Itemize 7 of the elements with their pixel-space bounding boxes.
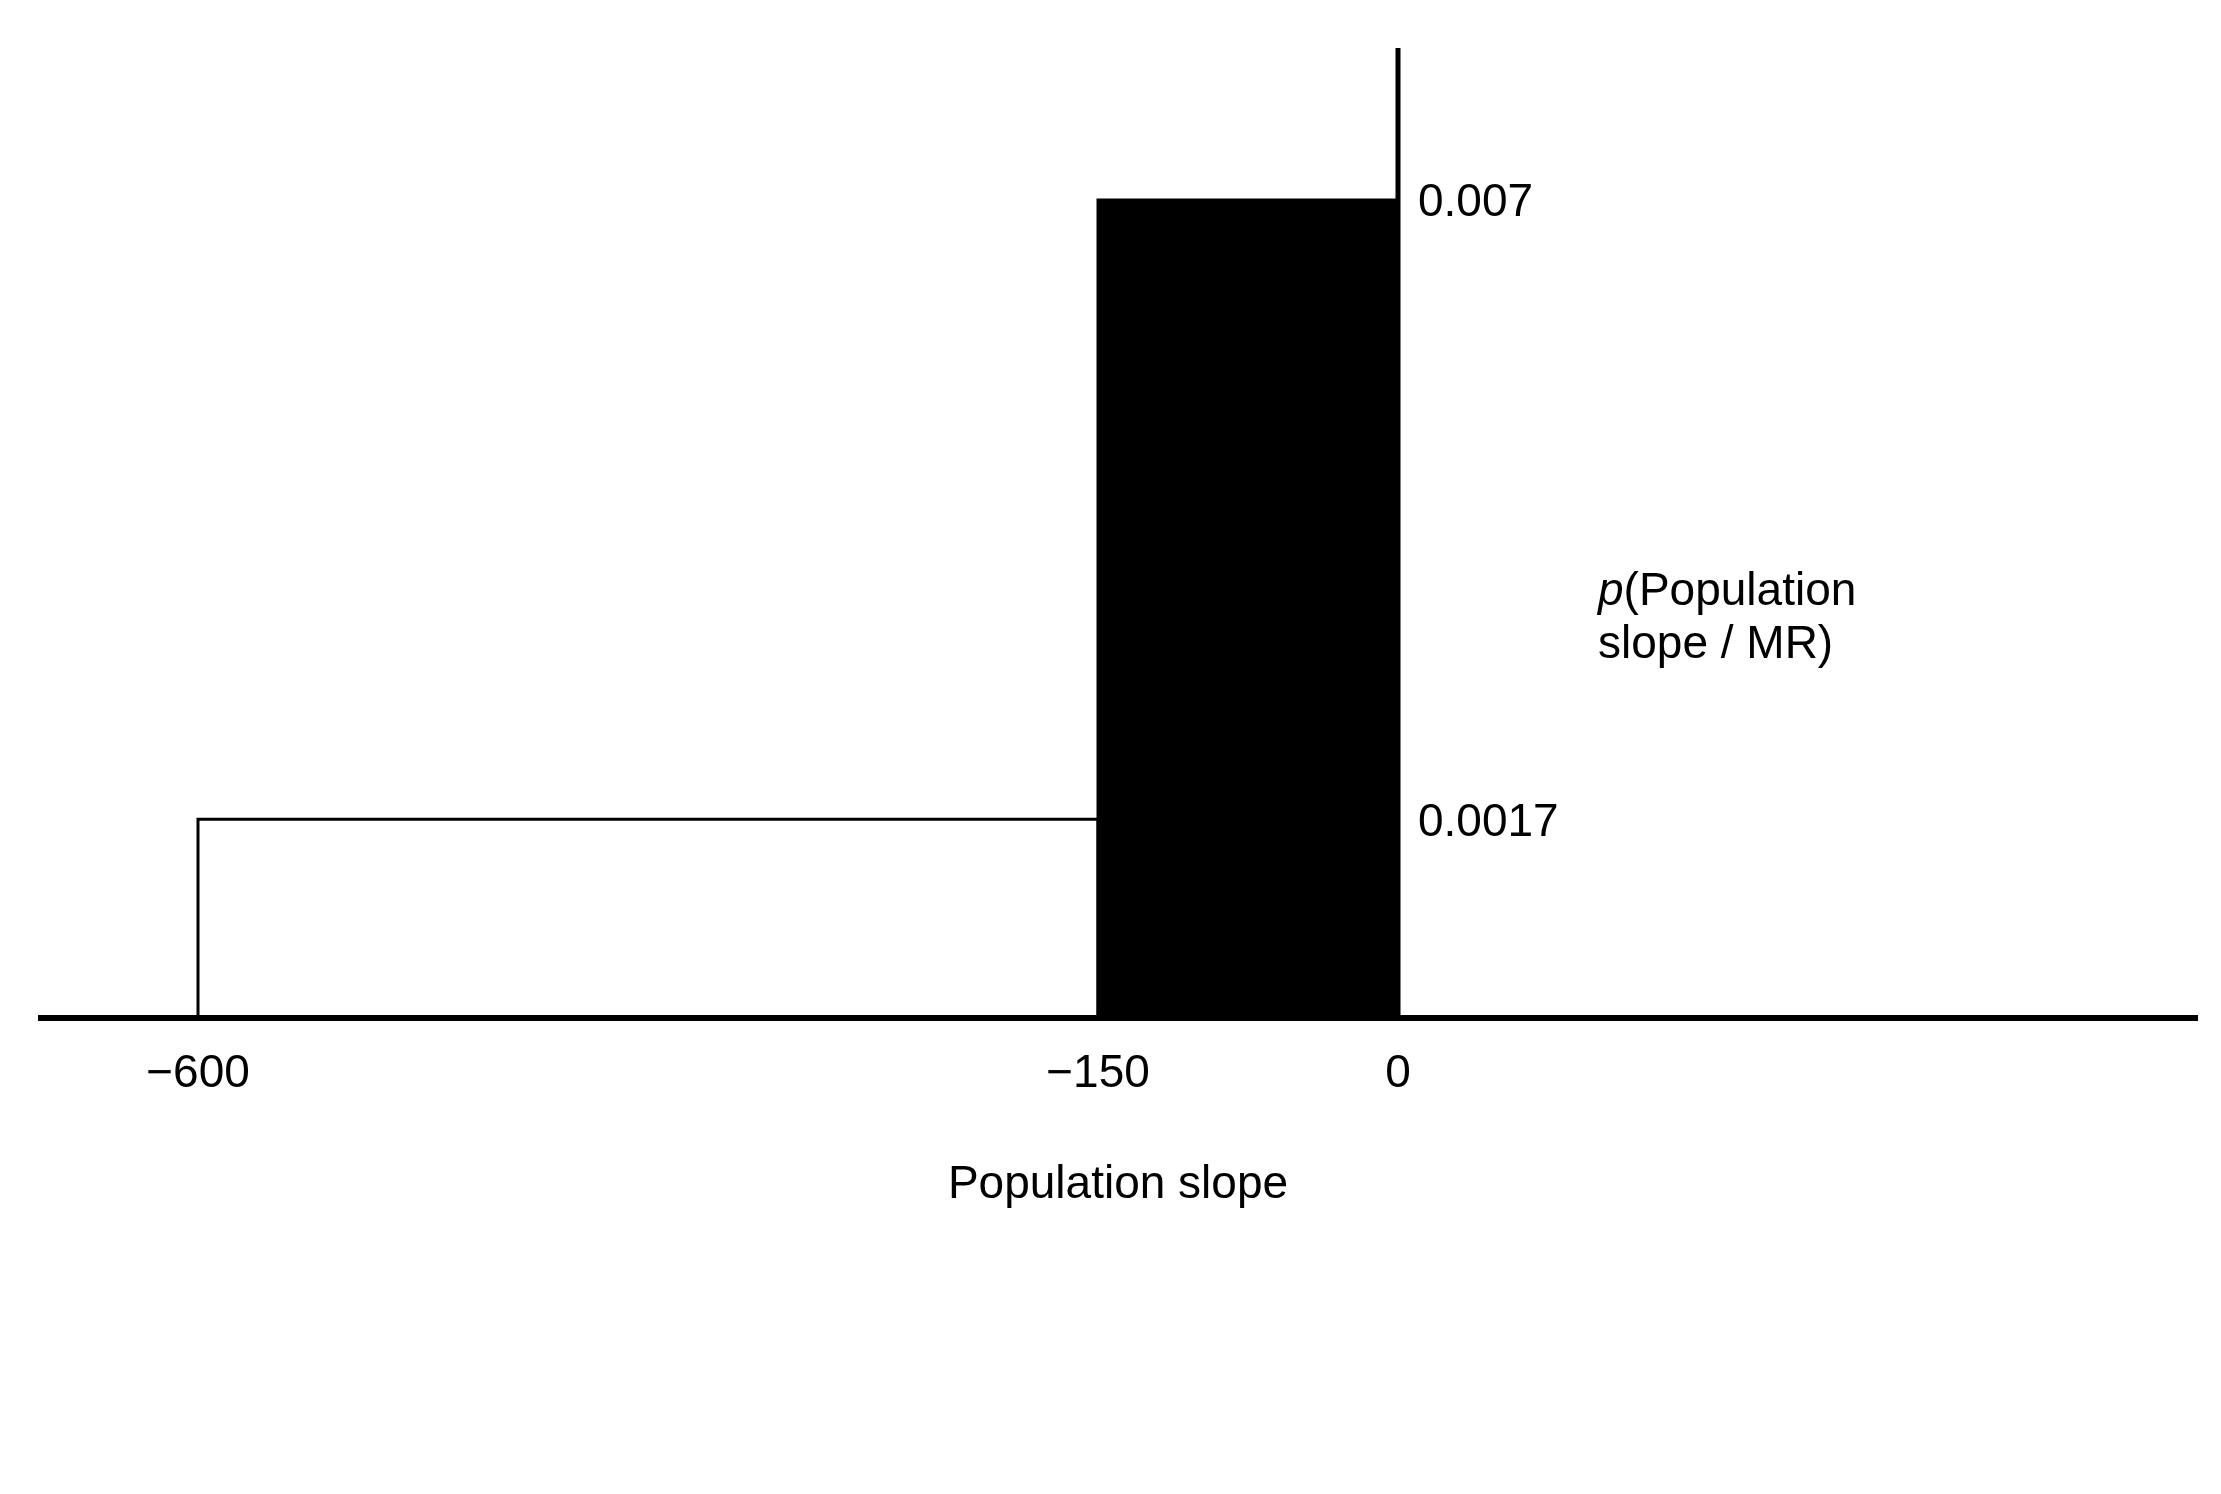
x-tick-label: −150 [1046,1044,1150,1097]
y-tick-label: 0.007 [1418,174,1534,227]
x-tick-label: 0 [1385,1044,1411,1097]
x-tick-label: −600 [146,1044,250,1097]
y-axis-title: p(Population slope / MR) [1598,563,1857,668]
y-tick-label: 0.0017 [1418,793,1559,846]
x-axis-title: Population slope [947,1156,1289,1208]
